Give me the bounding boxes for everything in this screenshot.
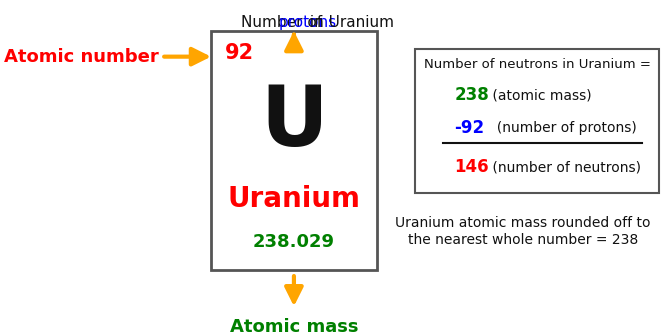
FancyBboxPatch shape	[211, 31, 377, 270]
Text: Atomic number: Atomic number	[4, 48, 158, 66]
Text: in Uranium: in Uranium	[305, 15, 394, 30]
Text: Number of neutrons in Uranium =: Number of neutrons in Uranium =	[423, 58, 650, 71]
Text: 238: 238	[454, 86, 489, 105]
Text: Atomic mass: Atomic mass	[229, 318, 358, 335]
Text: Uranium: Uranium	[227, 185, 360, 213]
Text: 146: 146	[454, 158, 488, 176]
Text: protons: protons	[279, 15, 337, 30]
Text: Uranium atomic mass rounded off to
the nearest whole number = 238: Uranium atomic mass rounded off to the n…	[395, 216, 651, 247]
Text: 238.029: 238.029	[253, 232, 335, 251]
Text: Number of: Number of	[242, 15, 327, 30]
Text: -92: -92	[454, 119, 484, 137]
Text: (number of neutrons): (number of neutrons)	[488, 160, 641, 174]
Text: (atomic mass): (atomic mass)	[488, 88, 592, 103]
Text: (number of protons): (number of protons)	[488, 121, 637, 135]
FancyBboxPatch shape	[415, 49, 658, 193]
Text: 92: 92	[225, 43, 254, 63]
Text: U: U	[260, 82, 327, 162]
